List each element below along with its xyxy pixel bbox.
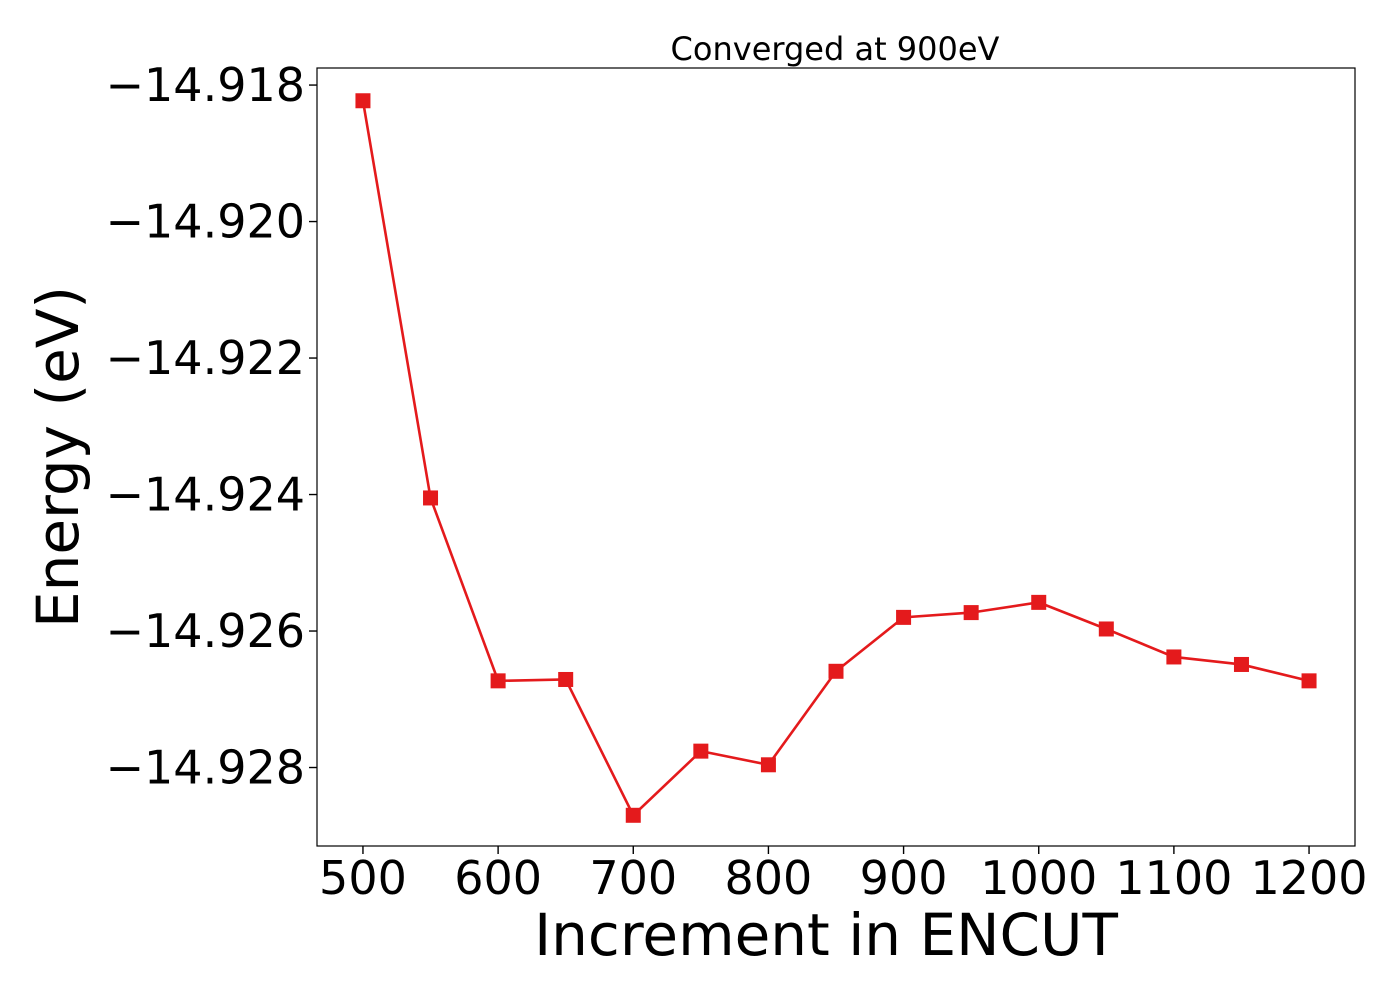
data-point-marker [828, 663, 844, 679]
plot-series [355, 93, 1317, 823]
x-tick-label: 600 [454, 851, 542, 905]
y-axis-label: Energy (eV) [24, 286, 92, 628]
x-tick-label: 900 [860, 851, 948, 905]
data-point-marker [423, 490, 439, 506]
data-point-marker [355, 93, 371, 109]
series-line [361, 100, 1310, 818]
data-point-marker [1301, 673, 1317, 689]
data-point-marker [1233, 656, 1249, 672]
x-axis-label: Increment in ENCUT [534, 901, 1118, 969]
y-tick-label: −14.924 [106, 468, 306, 522]
x-tick-label: 1100 [1115, 851, 1232, 905]
data-point-marker [625, 807, 641, 823]
x-tick-label: 1000 [980, 851, 1097, 905]
data-point-marker [558, 671, 574, 687]
y-tick-label: −14.926 [106, 604, 306, 658]
x-tick-label: 800 [725, 851, 813, 905]
data-point-marker [760, 757, 776, 773]
data-point-marker [1031, 594, 1047, 610]
x-axis-ticks: 500 600 700 800 900 1000 1100 1200 [319, 846, 1368, 905]
x-tick-label: 1200 [1251, 851, 1368, 905]
x-tick-label: 500 [319, 851, 407, 905]
data-point-marker [896, 609, 912, 625]
data-point-marker [693, 743, 709, 759]
data-point-marker [1098, 621, 1114, 637]
data-point-marker [963, 605, 979, 621]
plot-frame [316, 67, 1356, 847]
y-tick-label: −14.928 [106, 741, 306, 795]
x-tick-label: 700 [589, 851, 677, 905]
y-tick-label: −14.920 [106, 195, 306, 249]
y-tick-label: −14.922 [106, 331, 306, 385]
chart-title: Converged at 900eV [671, 30, 1000, 68]
data-point-marker [1166, 649, 1182, 665]
y-tick-label: −14.918 [106, 58, 306, 112]
data-point-marker [490, 673, 506, 689]
y-axis-ticks: −14.918 −14.920 −14.922 −14.924 −14.926 −14.9… [106, 58, 317, 795]
